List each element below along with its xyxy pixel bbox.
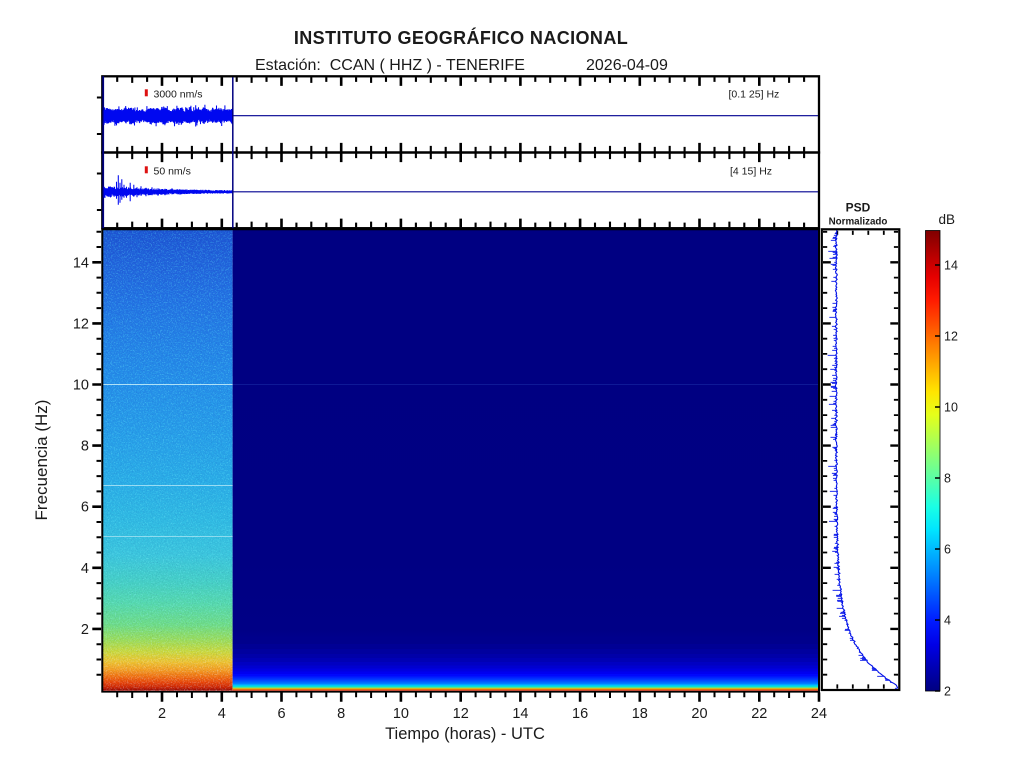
svg-text:14: 14: [512, 706, 528, 722]
svg-text:PSD: PSD: [846, 201, 871, 215]
svg-text:4: 4: [944, 614, 951, 628]
svg-text:6: 6: [277, 706, 285, 722]
svg-text:12: 12: [453, 706, 469, 722]
svg-text:20: 20: [691, 706, 707, 722]
svg-text:6: 6: [944, 543, 951, 557]
svg-text:8: 8: [944, 472, 951, 486]
svg-text:8: 8: [337, 706, 345, 722]
svg-text:INSTITUTO GEOGRÁFICO NACIONAL: INSTITUTO GEOGRÁFICO NACIONAL: [294, 27, 628, 48]
svg-text:24: 24: [811, 706, 827, 722]
svg-text:Tiempo (horas) - UTC: Tiempo (horas) - UTC: [385, 725, 545, 743]
svg-text:4: 4: [218, 706, 226, 722]
svg-text:[0.1 25] Hz: [0.1 25] Hz: [729, 89, 780, 101]
svg-text:10: 10: [393, 706, 409, 722]
svg-text:4: 4: [81, 561, 89, 577]
svg-text:[4 15] Hz: [4 15] Hz: [730, 166, 772, 178]
svg-text:Estación: CCAN ( HHZ ) - TENE: Estación: CCAN ( HHZ ) - TENERIFE: [255, 57, 525, 74]
svg-text:12: 12: [73, 316, 89, 332]
svg-text:18: 18: [632, 706, 648, 722]
svg-text:22: 22: [751, 706, 767, 722]
svg-text:dB: dB: [939, 212, 956, 227]
svg-text:16: 16: [572, 706, 588, 722]
svg-text:6: 6: [81, 500, 89, 516]
svg-text:10: 10: [944, 401, 958, 415]
svg-text:Frecuencia (Hz): Frecuencia (Hz): [32, 400, 51, 521]
svg-text:2: 2: [158, 706, 166, 722]
svg-text:2026-04-09: 2026-04-09: [586, 57, 668, 74]
svg-text:14: 14: [944, 259, 958, 273]
svg-text:Normalizado: Normalizado: [829, 217, 888, 228]
svg-text:2: 2: [944, 685, 951, 699]
svg-text:14: 14: [73, 255, 89, 271]
svg-text:50 nm/s: 50 nm/s: [154, 166, 191, 178]
svg-text:12: 12: [944, 330, 958, 344]
svg-text:8: 8: [81, 439, 89, 455]
svg-text:2: 2: [81, 622, 89, 638]
svg-text:3000 nm/s: 3000 nm/s: [154, 89, 203, 101]
svg-text:10: 10: [73, 378, 89, 394]
